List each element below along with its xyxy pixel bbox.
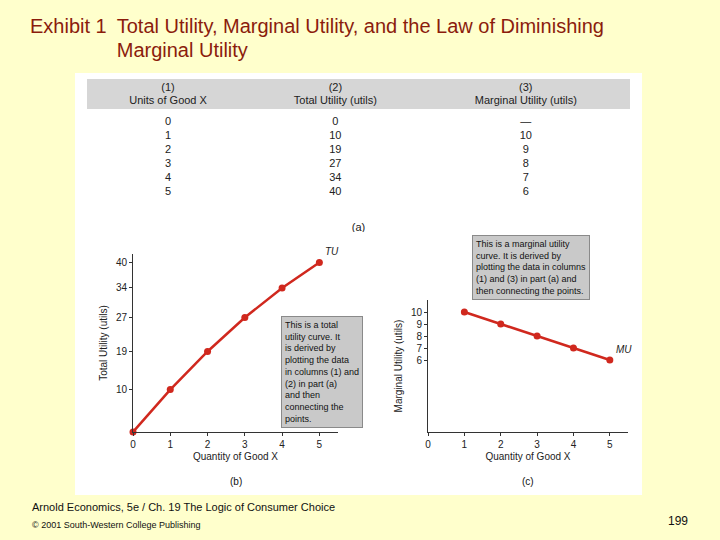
html-text:0: 0 bbox=[332, 115, 339, 127]
svg-text:2: 2 bbox=[498, 439, 504, 450]
html-text:7: 7 bbox=[522, 171, 529, 183]
svg-text:Marginal Utility (utils): Marginal Utility (utils) bbox=[393, 320, 404, 413]
svg-text:10: 10 bbox=[411, 307, 423, 318]
html-text:10: 10 bbox=[519, 129, 532, 141]
html-text:2: 2 bbox=[165, 143, 172, 155]
svg-text:This is a marginal utilitycurv: This is a marginal utilitycurve. It is d… bbox=[476, 239, 586, 296]
html-text:(2): (2) bbox=[328, 81, 343, 93]
html-text:8: 8 bbox=[522, 157, 529, 169]
svg-text:3: 3 bbox=[242, 439, 248, 450]
html-text:27: 27 bbox=[329, 157, 342, 169]
svg-text:0: 0 bbox=[425, 439, 431, 450]
svg-text:34: 34 bbox=[116, 282, 128, 293]
svg-text:MU: MU bbox=[616, 344, 632, 355]
html-text:Total Utility, Marginal Utilit: Total Utility, Marginal Utility, and the… bbox=[116, 15, 604, 61]
html-text:3: 3 bbox=[165, 157, 172, 169]
html-text:Marginal Utility (utils): Marginal Utility (utils) bbox=[474, 94, 577, 106]
svg-text:10: 10 bbox=[116, 384, 128, 395]
svg-text:(b): (b) bbox=[230, 476, 242, 487]
html-text:40: 40 bbox=[329, 185, 342, 197]
html-text:0: 0 bbox=[165, 115, 172, 127]
html-text:Exhibit 1: Exhibit 1 bbox=[30, 15, 107, 37]
html-text:Arnold Economics, 5e / Ch. 19: Arnold Economics, 5e / Ch. 19 The Logic … bbox=[32, 501, 336, 513]
svg-text:5: 5 bbox=[317, 439, 323, 450]
html-text:4: 4 bbox=[165, 171, 172, 183]
svg-text:2: 2 bbox=[205, 439, 211, 450]
html-text:1: 1 bbox=[165, 129, 172, 141]
svg-text:4: 4 bbox=[279, 439, 285, 450]
svg-text:Total Utility (utils): Total Utility (utils) bbox=[98, 305, 109, 381]
html-text:(3): (3) bbox=[519, 81, 533, 93]
svg-text:5: 5 bbox=[607, 439, 613, 450]
html-text:9: 9 bbox=[522, 143, 529, 155]
html-text:34: 34 bbox=[329, 171, 342, 183]
svg-text:7: 7 bbox=[416, 343, 422, 354]
html-text:199: 199 bbox=[668, 514, 688, 528]
svg-text:TU: TU bbox=[325, 246, 339, 257]
html-text:19: 19 bbox=[329, 143, 342, 155]
html-text:(1): (1) bbox=[161, 81, 175, 93]
html-text:Units of Good X: Units of Good X bbox=[129, 94, 207, 106]
svg-text:8: 8 bbox=[416, 331, 422, 342]
svg-text:1: 1 bbox=[167, 439, 173, 450]
html-text:Total Utility (utils): Total Utility (utils) bbox=[293, 94, 377, 106]
svg-text:6: 6 bbox=[416, 355, 422, 366]
svg-text:Quantity of Good X: Quantity of Good X bbox=[193, 451, 278, 462]
html-text:10: 10 bbox=[329, 129, 342, 141]
svg-text:4: 4 bbox=[571, 439, 577, 450]
svg-text:19: 19 bbox=[116, 346, 128, 357]
html-text:(a): (a) bbox=[351, 221, 366, 233]
svg-text:Quantity of Good X: Quantity of Good X bbox=[485, 451, 570, 462]
svg-text:1: 1 bbox=[462, 439, 468, 450]
svg-text:40: 40 bbox=[116, 257, 128, 268]
html-text:5: 5 bbox=[165, 185, 172, 197]
svg-text:0: 0 bbox=[130, 439, 136, 450]
svg-text:27: 27 bbox=[116, 312, 128, 323]
svg-text:3: 3 bbox=[534, 439, 540, 450]
svg-text:This is a totalutility curve.: This is a totalutility curve. Itis deriv… bbox=[285, 320, 359, 424]
svg-text:9: 9 bbox=[416, 319, 422, 330]
html-text:6: 6 bbox=[522, 185, 529, 197]
svg-text:(c): (c) bbox=[522, 476, 534, 487]
html-text:© 2001 South-Western College P: © 2001 South-Western College Publishing bbox=[32, 520, 201, 530]
